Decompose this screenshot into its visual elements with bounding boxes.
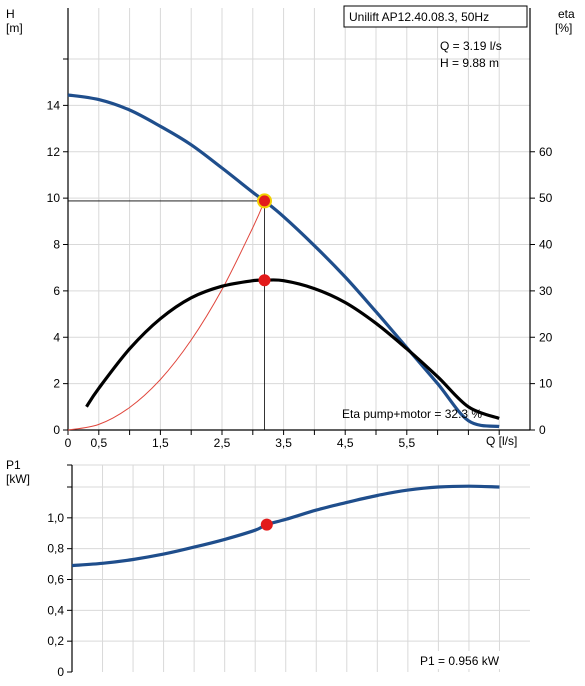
system-curve [67, 200, 265, 431]
flow-tick-label: 4,5 [337, 436, 354, 450]
eta-tick-label: 50 [539, 191, 553, 205]
duty-point-eta-marker [258, 274, 271, 287]
efficiency-label: Eta pump+motor = 32.3 % [342, 407, 482, 421]
head-chart-series [67, 93, 500, 431]
head-tick-label: 10 [47, 191, 61, 205]
info-box-text: Unilift AP12.40.08.3, 50Hz [349, 10, 489, 24]
eta-tick-label: 0 [539, 423, 546, 437]
efficiency-curve [85, 278, 500, 420]
p1-value-box [416, 651, 524, 669]
h-axis-label-line2: [m] [6, 21, 23, 35]
head-curve [67, 93, 500, 429]
p1-value-label: P1 = 0.956 kW [420, 654, 500, 668]
power-curve [71, 484, 500, 568]
eta-tick-label: 30 [539, 284, 553, 298]
head-tick-label: 2 [53, 377, 60, 391]
flow-tick-label: 0,5 [90, 436, 107, 450]
power-chart-ticks: 0 0,2 0,4 0,6 0,8 1,0 [47, 464, 72, 679]
p1-tick-label: 0,8 [47, 542, 64, 556]
p1-tick-label: 0,4 [47, 603, 64, 617]
power-chart-series [71, 484, 500, 568]
p1-axis-label-line1: P1 [6, 458, 21, 472]
p1-tick-label: 1,0 [47, 511, 64, 525]
head-tick-label: 4 [53, 330, 60, 344]
eta-axis-label-line2: [%] [555, 21, 572, 35]
head-tick-label: 12 [47, 145, 61, 159]
flow-tick-label: 1,5 [152, 436, 169, 450]
head-chart-axes [67, 8, 531, 431]
p1-tick-label: 0,6 [47, 573, 64, 587]
p1-tick-label: 0,2 [47, 634, 64, 648]
duty-point-power-marker [260, 518, 273, 531]
duty-h-label: H = 9.88 m [440, 56, 499, 70]
head-chart-grid [68, 8, 530, 430]
x-axis-label: Q [l/s] [486, 434, 517, 448]
head-chart-ticks: 0 2 4 6 8 10 12 14 0 10 20 30 40 50 60 0 0,5 1,5 2,5 3,5 4,5… [47, 58, 553, 450]
h-axis-label-line1: H [6, 7, 15, 21]
p1-axis-label-line2: [kW] [6, 472, 30, 486]
flow-tick-label: 5,5 [398, 436, 415, 450]
head-tick-label: 8 [53, 238, 60, 252]
eta-tick-label: 40 [539, 238, 553, 252]
flow-tick-label: 0 [65, 436, 72, 450]
info-box [343, 5, 528, 28]
power-chart-grid [72, 464, 530, 672]
p1-tick-label: 0 [57, 665, 64, 679]
eta-tick-label: 60 [539, 145, 553, 159]
duty-q-label: Q = 3.19 l/s [440, 39, 502, 53]
head-tick-label: 0 [53, 423, 60, 437]
eta-tick-label: 20 [539, 330, 553, 344]
eta-tick-label: 10 [539, 377, 553, 391]
head-tick-label: 6 [53, 284, 60, 298]
head-tick-label: 14 [47, 98, 61, 112]
duty-point-head-marker [257, 193, 273, 209]
flow-tick-label: 2,5 [214, 436, 231, 450]
eta-axis-label-line1: eta [558, 7, 575, 21]
flow-tick-label: 3,5 [275, 436, 292, 450]
